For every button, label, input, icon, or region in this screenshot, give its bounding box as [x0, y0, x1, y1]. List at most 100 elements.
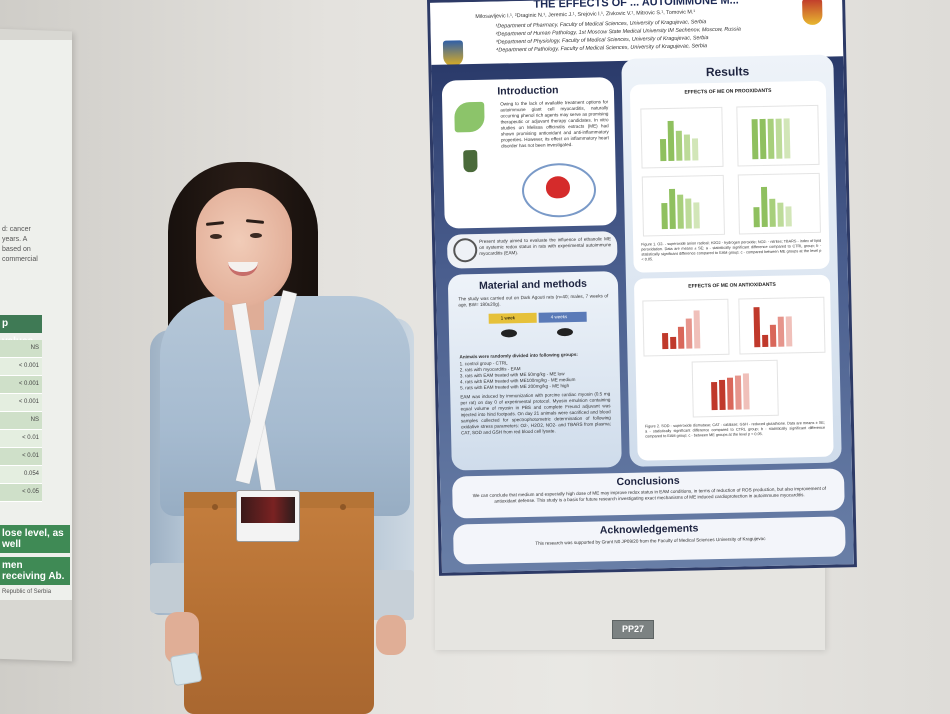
chart-bar	[762, 334, 769, 348]
p-value: < 0.001	[0, 358, 42, 376]
antioxidant-chart	[738, 296, 826, 355]
chart-bar	[769, 198, 776, 227]
introduction-heading: Introduction	[497, 84, 559, 98]
chart-bar	[677, 194, 684, 229]
antioxidant-chart	[642, 298, 730, 357]
stage-arrow-1: 1 week	[488, 312, 537, 324]
chart-bar	[777, 202, 784, 227]
left-poster: d: cancer years. A based on commercial p…	[0, 40, 72, 600]
stage-label: 4 weeks	[550, 314, 568, 320]
chart-bar	[677, 326, 685, 349]
methods-intro: The study was carried out on Dark Agouti…	[458, 293, 609, 308]
chart-bar	[685, 198, 692, 229]
chart-bar	[726, 377, 734, 410]
p-value-list: NS < 0.001 < 0.001 < 0.001 NS < 0.01 < 0…	[0, 340, 42, 502]
left-poster-snippet: d: cancer	[2, 226, 31, 233]
left-poster-banner: lose level, as well	[0, 525, 70, 553]
chart-bar	[719, 379, 726, 410]
heart-icon	[545, 176, 571, 199]
p-value: 0.054	[0, 466, 42, 484]
introduction-text: Owing to the lack of available treatment…	[500, 99, 609, 149]
chart-bar	[785, 316, 793, 347]
prooxidant-chart	[737, 172, 821, 235]
prooxidant-chart	[736, 104, 820, 167]
p-value: NS	[0, 340, 42, 358]
poster-number-label: PP27	[612, 620, 654, 639]
p-value: NS	[0, 412, 42, 430]
chart-bar	[693, 202, 700, 229]
chart-bar	[669, 188, 676, 229]
p-value: < 0.01	[0, 430, 42, 448]
scientific-poster: THE EFFECTS OF ... AUTOIMMUNE M... Milos…	[427, 0, 857, 576]
chart-bar	[662, 333, 669, 350]
chart-bar	[753, 307, 761, 348]
chart-bar	[670, 336, 677, 349]
left-poster-snippet: commercial	[2, 256, 38, 263]
aim-text: Present study aimed to evaluate the infl…	[479, 236, 612, 256]
chart-bar	[785, 206, 792, 227]
antioxidants-caption: Figure 2. SOD - superoxide dismutase; CA…	[644, 420, 826, 439]
university-crest-icon	[442, 40, 464, 67]
prooxidant-chart	[640, 106, 724, 169]
aim-panel: Present study aimed to evaluate the infl…	[446, 231, 618, 269]
chart-bar	[742, 373, 750, 410]
results-panel: Results EFFECTS OF ME ON PROOXIDANTS	[621, 54, 842, 467]
chart-bar	[685, 318, 693, 349]
melissa-leaf-icon	[454, 101, 485, 133]
left-poster-snippet: based on	[2, 246, 31, 253]
prooxidant-chart	[641, 174, 725, 237]
p-value: < 0.01	[0, 448, 42, 466]
smile	[228, 262, 258, 276]
right-hand	[376, 615, 406, 655]
prooxidants-title: EFFECTS OF ME ON PROOXIDANTS	[684, 87, 772, 96]
chart-bar	[711, 382, 718, 411]
right-cuff	[368, 570, 414, 620]
prooxidants-caption: Figure 1. O2- - superoxide anion radical…	[641, 238, 822, 262]
chart-bar	[667, 120, 675, 161]
chart-bar	[777, 316, 785, 347]
magnifier-icon	[453, 238, 478, 263]
results-heading: Results	[705, 64, 750, 80]
chart-bar	[759, 118, 767, 160]
chart-bar	[659, 139, 667, 162]
conclusions-panel: Conclusions We can conclude that medium …	[451, 468, 845, 519]
chart-bar	[691, 138, 699, 161]
chart-bar	[661, 203, 668, 230]
methods-panel: Material and methods The study was carri…	[447, 271, 622, 471]
chart-bar	[675, 130, 683, 161]
antioxidants-section: EFFECTS OF ME ON ANTIOXIDANTS	[633, 274, 834, 461]
left-eye	[210, 234, 222, 239]
antioxidants-title: EFFECTS OF ME ON ANTIOXIDANTS	[688, 281, 776, 290]
introduction-panel: Introduction Owing to the lack of availa…	[441, 77, 617, 229]
face-mask	[169, 651, 203, 687]
trouser-button	[340, 504, 346, 510]
chart-bar	[693, 310, 701, 349]
p-value: < 0.001	[0, 376, 42, 394]
acknowledgements-panel: Acknowledgements This research was suppo…	[452, 516, 846, 565]
badge-graphic	[241, 497, 295, 523]
methods-heading: Material and methods	[478, 277, 588, 292]
chart-bar	[753, 207, 760, 228]
name-badge	[236, 490, 300, 542]
left-poster-snippet: years. A	[2, 236, 28, 243]
right-eye	[250, 233, 262, 238]
methods-text: EAM was induced by immunization with por…	[460, 391, 611, 436]
chart-bar	[767, 118, 775, 159]
antioxidant-chart	[691, 359, 779, 418]
left-poster-footer: Republic of Serbia	[2, 589, 52, 595]
left-poster-table-header: p values	[0, 315, 42, 347]
trouser-button	[212, 504, 218, 510]
rat-icon	[556, 328, 574, 337]
chart-bar	[769, 324, 777, 347]
stage-arrow-2: 4 weeks	[538, 311, 587, 323]
prooxidants-section: EFFECTS OF ME ON PROOXIDANTS	[629, 80, 830, 273]
chart-bar	[683, 134, 691, 161]
chart-bar	[783, 118, 791, 159]
chart-bar	[760, 186, 768, 228]
rat-icon	[500, 329, 518, 338]
stage-label: 1 week	[500, 315, 515, 321]
chart-bar	[751, 119, 759, 160]
left-poster-banner: men receiving Ab.	[0, 557, 70, 585]
extract-bottle-icon	[463, 149, 478, 173]
p-value: < 0.05	[0, 484, 42, 502]
